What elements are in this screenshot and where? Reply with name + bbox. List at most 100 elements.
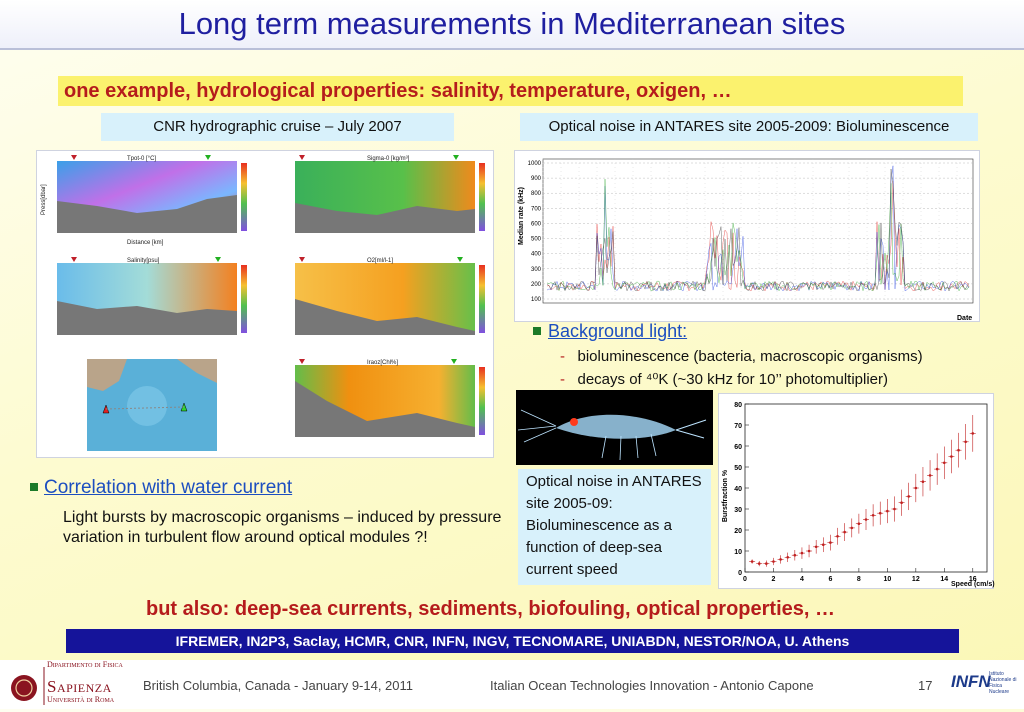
burst-ytick-label: 70 xyxy=(734,423,742,430)
burst-ytick-label: 10 xyxy=(734,549,742,556)
dash-icon: - xyxy=(560,348,578,365)
rate-tick-label: 200 xyxy=(531,282,542,288)
burst-point xyxy=(821,543,825,546)
rate-tick-label: 400 xyxy=(531,252,542,258)
burst-ytick-label: 20 xyxy=(734,528,742,535)
bg-item-1: - bioluminescence (bacteria, macroscopic… xyxy=(560,347,923,367)
burst-xtick-label: 2 xyxy=(772,576,776,583)
burst-point xyxy=(793,553,797,557)
burst-xtick-label: 10 xyxy=(883,576,891,583)
burst-point xyxy=(807,549,811,553)
hydrographic-sections-panel: Tpot-0 [°C] Sigma-0 [kg/m³] Salinity[psu… xyxy=(36,150,494,458)
burst-ylabel: Burstfraction % xyxy=(722,469,729,522)
median-rate-chart: Median rate (kHz) Date 1000 900 800 700 600 5… xyxy=(518,158,974,322)
sapienza-seal-icon xyxy=(11,667,45,705)
burst-point xyxy=(878,511,882,515)
burst-xtick-label: 4 xyxy=(800,576,804,583)
burst-point xyxy=(857,522,861,525)
subtitle-highlight xyxy=(58,76,963,106)
infn-sub-label: Istituto Nazionale di Fisica Nucleare xyxy=(989,671,1017,695)
rate-tick-label: 800 xyxy=(531,191,542,197)
rate-tick-label: 1000 xyxy=(528,161,542,167)
hydrographic-sections-figure: Tpot-0 [°C] Sigma-0 [kg/m³] Salinity[psu… xyxy=(41,155,485,451)
also-text: but also: deep-sea currents, sediments, … xyxy=(146,598,836,620)
background-light-heading: Background light: xyxy=(548,321,688,341)
bg-item-1-text: bioluminescence (bacteria, macroscopic o… xyxy=(577,348,923,365)
caption-antares-noise: Optical noise in ANTARES site 2005-2009:… xyxy=(520,113,978,141)
median-rate-panel: Median rate (kHz) Date 1000 900 800 700 600 5… xyxy=(514,150,980,322)
burst-point xyxy=(750,560,754,563)
burst-xtick-label: 0 xyxy=(743,576,747,583)
burst-fraction-chart: Burstfraction % Speed (cm/s) 01020304050… xyxy=(722,402,995,588)
burst-ytick-label: 50 xyxy=(734,465,742,472)
burst-point xyxy=(900,501,903,504)
rate-ylabel: Median rate (kHz) xyxy=(518,187,525,245)
slide-subtitle: one example, hydrological properties: sa… xyxy=(64,80,732,102)
burst-point xyxy=(772,560,775,563)
site-map xyxy=(87,359,217,451)
burst-point xyxy=(942,461,946,465)
bullet-icon xyxy=(533,327,541,335)
dept-label: Dipartimento di Fisica xyxy=(47,660,123,669)
burst-point xyxy=(964,440,967,444)
caption-cnr-cruise: CNR hydrographic cruise – July 2007 xyxy=(101,113,454,141)
burst-point xyxy=(765,562,768,565)
bg-item-2-text: decays of ⁴⁰K (~30 kHz for 10’’ photomul… xyxy=(577,371,889,388)
speed-caption-box: Optical noise in ANTARES site 2005-09: B… xyxy=(518,469,711,585)
burst-point xyxy=(850,526,854,530)
burst-point xyxy=(779,558,782,561)
burst-point xyxy=(829,541,832,544)
burst-point xyxy=(971,432,975,435)
bg-item-2: - decays of ⁴⁰K (~30 kHz for 10’’ photom… xyxy=(560,370,888,390)
footer-talk: Italian Ocean Technologies Innovation - … xyxy=(490,678,814,693)
rate-tick-label: 900 xyxy=(531,176,542,182)
footer xyxy=(0,660,1024,709)
panel-ylabel: Press[dbar] xyxy=(41,184,47,215)
burst-point xyxy=(914,486,918,490)
page-number: 17 xyxy=(918,678,933,693)
rate-xlabel: Date xyxy=(957,315,972,322)
rate-tick-label: 300 xyxy=(531,267,542,273)
section-oxygen xyxy=(295,257,485,335)
burst-point xyxy=(836,535,839,538)
burst-point xyxy=(843,530,846,534)
burst-point xyxy=(786,556,790,559)
panel-title-salinity: Salinity[psu] xyxy=(127,258,160,264)
burst-xtick-label: 6 xyxy=(828,576,832,583)
shrimp-illustration xyxy=(517,409,707,461)
burst-point xyxy=(950,455,953,458)
burst-ytick-label: 80 xyxy=(734,402,742,409)
bullet-icon xyxy=(30,483,38,491)
burst-point xyxy=(935,467,939,471)
burst-xtick-label: 8 xyxy=(857,576,861,583)
burst-point xyxy=(886,509,889,513)
burst-point xyxy=(921,480,925,483)
panel-title-chlorophyll: Iraoz[Chl%] xyxy=(367,360,398,366)
burst-point xyxy=(893,507,896,511)
slide-title: Long term measurements in Mediterranean … xyxy=(178,6,846,41)
burst-point xyxy=(871,514,875,517)
rate-tick-label: 700 xyxy=(531,206,542,212)
rate-trace xyxy=(546,168,970,292)
burst-point xyxy=(864,518,868,521)
burst-point xyxy=(814,545,818,549)
burst-point xyxy=(928,474,932,477)
sapienza-logo xyxy=(4,663,136,707)
burst-xtick-label: 12 xyxy=(912,576,920,583)
burst-point xyxy=(957,448,960,452)
infn-logo-text: INFN xyxy=(951,672,991,691)
section-temperature xyxy=(57,155,247,233)
partners-band: IFREMER, IN2P3, Saclay, HCMR, CNR, INFN,… xyxy=(66,629,959,653)
correlation-text: Light bursts by macroscopic organisms – … xyxy=(63,509,502,546)
shrimp-photo xyxy=(516,390,713,465)
section-sigma xyxy=(295,155,485,233)
rate-tick-label: 100 xyxy=(531,297,542,303)
correlation-heading: Correlation with water current xyxy=(44,477,293,498)
burst-ytick-label: 30 xyxy=(734,507,742,514)
burst-xtick-label: 16 xyxy=(969,576,977,583)
burst-xtick-label: 14 xyxy=(940,576,948,583)
panel-title-oxygen: O2[ml/l-1] xyxy=(367,258,393,264)
university-label: Sapienza xyxy=(47,677,112,696)
burst-plot-area xyxy=(744,403,988,573)
section-chlorophyll xyxy=(295,359,485,437)
